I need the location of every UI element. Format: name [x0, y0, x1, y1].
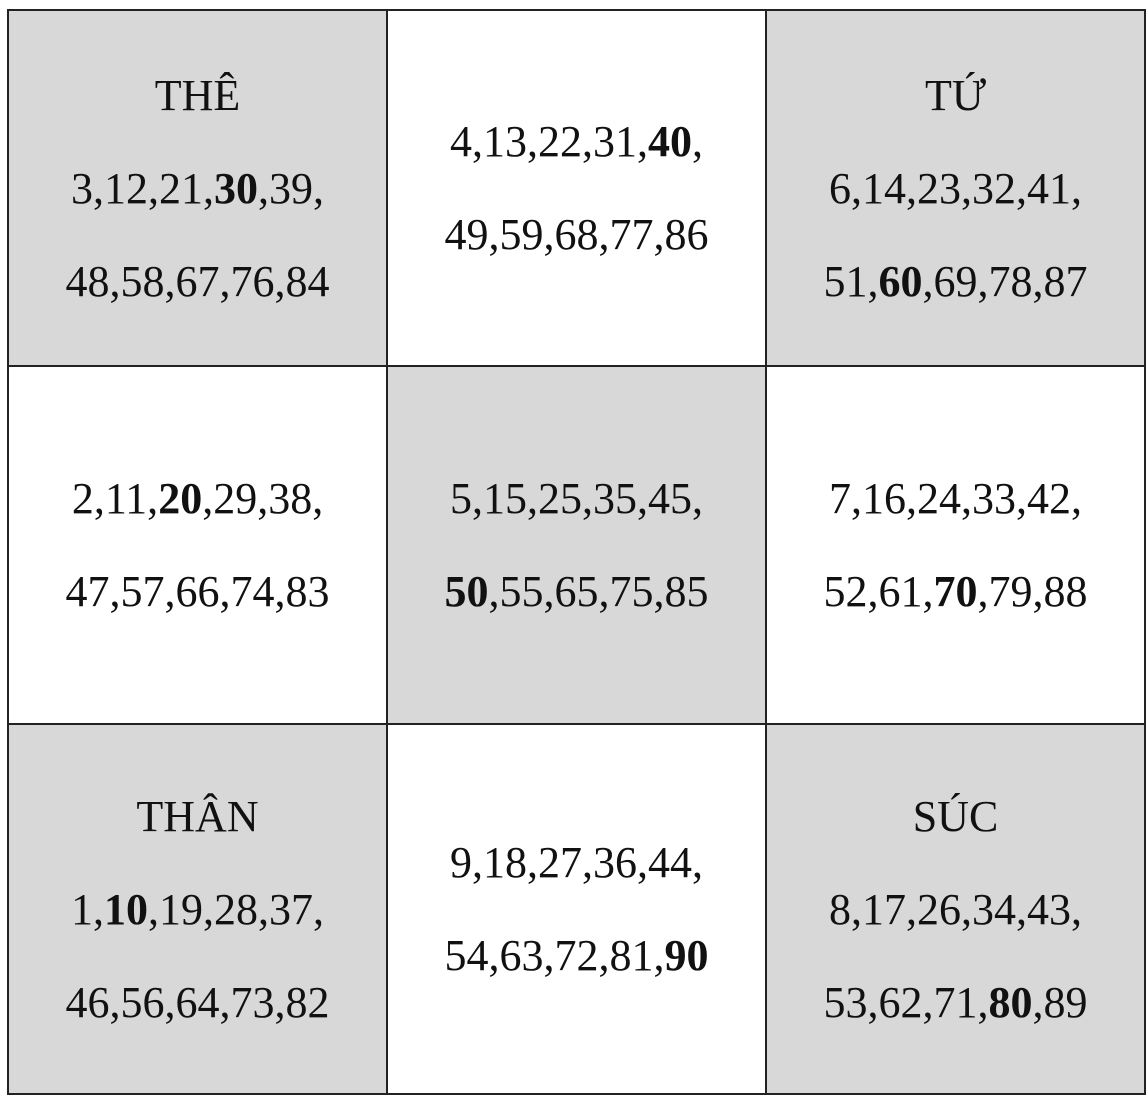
grid-cell: 4,13,22,31,40, 49,59,68,77,86 — [386, 9, 767, 367]
number-text: 48,58,67,76,84 — [65, 256, 330, 306]
number-line: 52,61,70,79,88 — [767, 545, 1144, 638]
cell-title: TỨ — [924, 70, 986, 120]
cell-title: THÊ — [154, 70, 241, 120]
number-line: 53,62,71,80,89 — [767, 956, 1144, 1049]
grid-row: THÂN 1,10,19,28,37, 46,56,64,73,82 9,18,27,… — [7, 723, 1146, 1095]
bold-number: 50 — [444, 567, 489, 616]
number-text: ,19,28,37, — [148, 884, 324, 934]
number-text: 2,11, — [71, 474, 159, 523]
bold-number: 60 — [878, 256, 923, 306]
number-text: 7,16,24,33,42, — [829, 474, 1082, 523]
number-text: 49,59,68,77,86 — [444, 210, 709, 259]
number-text: ,55,65,75,85 — [488, 567, 709, 616]
number-line: 5,15,25,35,45, — [388, 452, 765, 545]
number-text: 3,12,21, — [71, 163, 214, 213]
number-line: 47,57,66,74,83 — [9, 545, 386, 638]
number-text: 8,17,26,34,43, — [829, 884, 1082, 934]
number-text: ,69,78,87 — [922, 256, 1088, 306]
bold-number: 30 — [214, 163, 258, 213]
number-text: 52,61, — [823, 567, 934, 616]
grid-cell: SÚC 8,17,26,34,43, 53,62,71,80,89 — [765, 723, 1146, 1095]
grid-body: THÊ 3,12,21,30,39, 48,58,67,76,84 4,13,22,3… — [7, 9, 1146, 1095]
grid-row: THÊ 3,12,21,30,39, 48,58,67,76,84 4,13,22,3… — [7, 9, 1146, 367]
grid-cell: TỨ 6,14,23,32,41, 51,60,69,78,87 — [765, 9, 1146, 367]
number-line: 50,55,65,75,85 — [388, 545, 765, 638]
number-line: 6,14,23,32,41, — [767, 142, 1144, 235]
grid-cell: 5,15,25,35,45, 50,55,65,75,85 — [386, 365, 767, 725]
number-text: , — [692, 117, 703, 166]
number-line: 1,10,19,28,37, — [9, 863, 386, 956]
number-line: 9,18,27,36,44, — [388, 816, 765, 909]
bold-number: 20 — [158, 474, 203, 523]
number-line: 51,60,69,78,87 — [767, 235, 1144, 328]
grid-cell: THÊ 3,12,21,30,39, 48,58,67,76,84 — [7, 9, 388, 367]
number-text: ,29,38, — [202, 474, 324, 523]
number-line: 49,59,68,77,86 — [388, 188, 765, 281]
number-text: 54,63,72,81, — [444, 931, 665, 980]
number-text: 53,62,71, — [823, 977, 989, 1027]
bold-number: 80 — [988, 977, 1033, 1027]
number-line: 54,63,72,81,90 — [388, 909, 765, 1002]
number-text: ,39, — [258, 163, 324, 213]
number-text: 47,57,66,74,83 — [65, 567, 330, 616]
number-line: 7,16,24,33,42, — [767, 452, 1144, 545]
number-line: 48,58,67,76,84 — [9, 235, 386, 328]
number-line: 8,17,26,34,43, — [767, 863, 1144, 956]
number-text: ,89 — [1032, 977, 1088, 1027]
number-text: 46,56,64,73,82 — [65, 977, 330, 1027]
grid-cell: 7,16,24,33,42, 52,61,70,79,88 — [765, 365, 1146, 725]
number-text: 5,15,25,35,45, — [450, 474, 703, 523]
cell-title: THÂN — [136, 791, 259, 841]
bold-number: 10 — [104, 884, 148, 934]
bold-number: 40 — [648, 117, 692, 166]
number-text: 4,13,22,31, — [450, 117, 648, 166]
grid-cell: THÂN 1,10,19,28,37, 46,56,64,73,82 — [7, 723, 388, 1095]
bold-number: 90 — [664, 931, 709, 980]
number-line: 4,13,22,31,40, — [388, 95, 765, 188]
number-text: 9,18,27,36,44, — [450, 838, 703, 887]
number-line: 2,11,20,29,38, — [9, 452, 386, 545]
number-grid-table: THÊ 3,12,21,30,39, 48,58,67,76,84 4,13,22,3… — [7, 9, 1146, 1095]
grid-cell: 9,18,27,36,44, 54,63,72,81,90 — [386, 723, 767, 1095]
number-text: ,79,88 — [977, 567, 1088, 616]
cell-title: SÚC — [912, 791, 999, 841]
bold-number: 70 — [933, 567, 978, 616]
number-text: 6,14,23,32,41, — [829, 163, 1082, 213]
number-text: 1, — [71, 884, 104, 934]
number-line: 46,56,64,73,82 — [9, 956, 386, 1049]
grid-row: 2,11,20,29,38, 47,57,66,74,83 5,15,25,35,4… — [7, 365, 1146, 725]
grid-cell: 2,11,20,29,38, 47,57,66,74,83 — [7, 365, 388, 725]
number-text: 51, — [823, 256, 879, 306]
number-line: 3,12,21,30,39, — [9, 142, 386, 235]
